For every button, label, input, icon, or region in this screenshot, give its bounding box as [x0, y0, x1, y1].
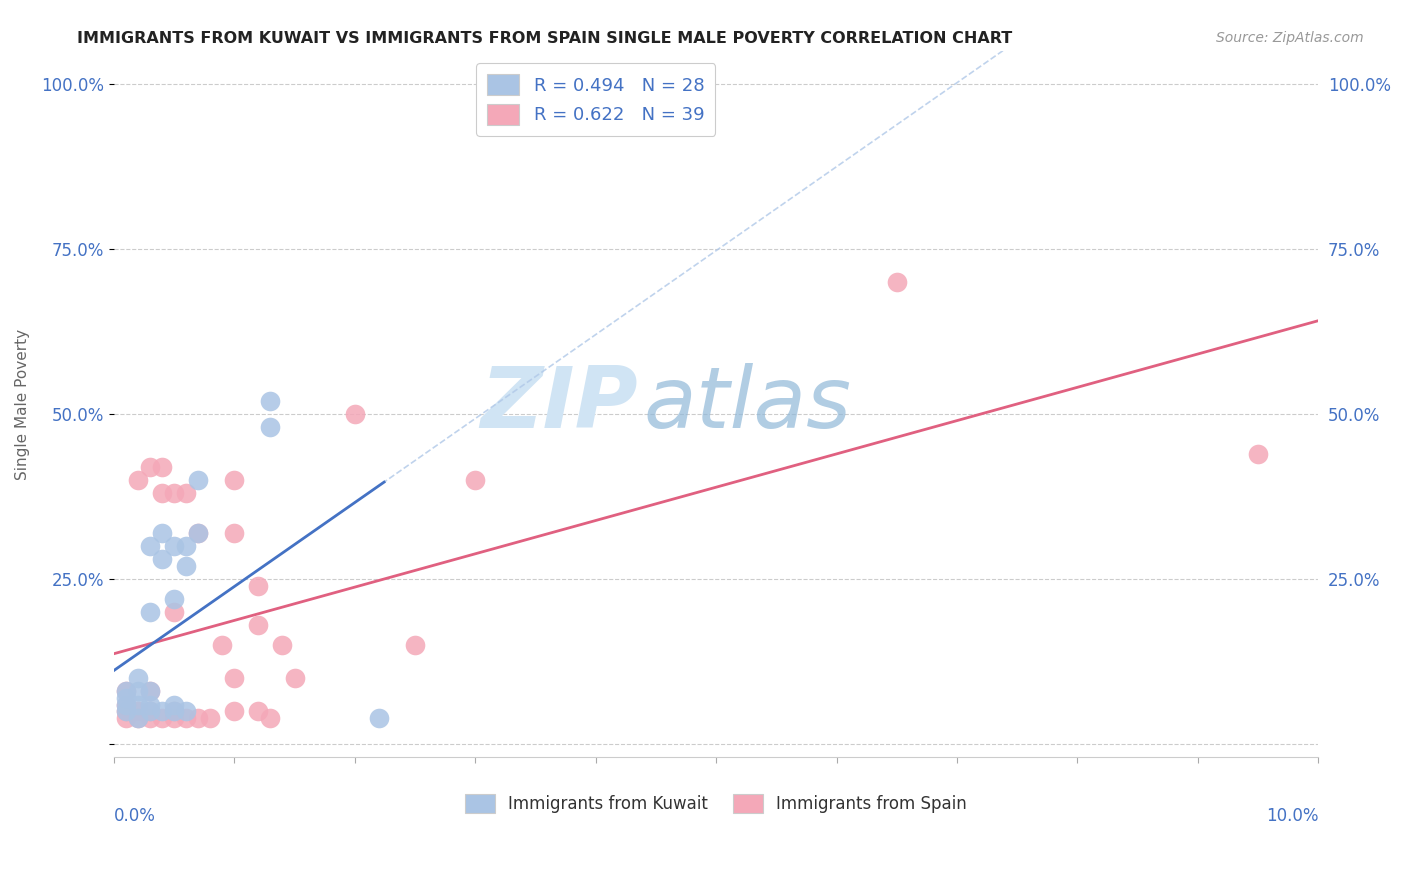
Point: [115, 684, 138, 698]
Point: [163, 486, 186, 500]
Point: [464, 473, 486, 487]
Point: [163, 698, 186, 712]
Point: [139, 459, 162, 474]
Y-axis label: Single Male Poverty: Single Male Poverty: [15, 328, 30, 480]
Point: [127, 671, 149, 685]
Point: [150, 552, 173, 566]
Point: [115, 711, 138, 725]
Text: ZIP: ZIP: [479, 362, 638, 445]
Text: IMMIGRANTS FROM KUWAIT VS IMMIGRANTS FROM SPAIN SINGLE MALE POVERTY CORRELATION : IMMIGRANTS FROM KUWAIT VS IMMIGRANTS FRO…: [77, 31, 1012, 46]
Point: [127, 711, 149, 725]
Point: [174, 704, 197, 718]
Point: [115, 684, 138, 698]
Point: [247, 704, 270, 718]
Point: [163, 704, 186, 718]
Point: [127, 684, 149, 698]
Point: [127, 704, 149, 718]
Point: [163, 704, 186, 718]
Point: [127, 473, 149, 487]
Point: [163, 605, 186, 619]
Point: [150, 704, 173, 718]
Point: [139, 605, 162, 619]
Point: [150, 459, 173, 474]
Point: [163, 591, 186, 606]
Point: [367, 711, 389, 725]
Point: [139, 684, 162, 698]
Text: atlas: atlas: [644, 362, 852, 445]
Point: [139, 698, 162, 712]
Point: [404, 638, 426, 652]
Text: 0.0%: 0.0%: [114, 807, 156, 825]
Point: [163, 539, 186, 553]
Point: [174, 558, 197, 573]
Point: [259, 420, 281, 434]
Point: [283, 671, 305, 685]
Point: [198, 711, 221, 725]
Text: 10.0%: 10.0%: [1265, 807, 1319, 825]
Point: [247, 618, 270, 632]
Point: [187, 525, 209, 540]
Point: [187, 711, 209, 725]
Point: [174, 486, 197, 500]
Point: [115, 704, 138, 718]
Point: [247, 579, 270, 593]
Point: [187, 525, 209, 540]
Point: [139, 539, 162, 553]
Point: [343, 407, 366, 421]
Point: [259, 393, 281, 408]
Point: [150, 486, 173, 500]
Point: [224, 671, 246, 685]
Point: [115, 698, 138, 712]
Point: [115, 698, 138, 712]
Point: [150, 525, 173, 540]
Point: [139, 711, 162, 725]
Point: [187, 473, 209, 487]
Point: [127, 698, 149, 712]
Point: [259, 711, 281, 725]
Point: [271, 638, 294, 652]
Point: [139, 704, 162, 718]
Point: [211, 638, 233, 652]
Point: [150, 711, 173, 725]
Point: [115, 690, 138, 705]
Legend: Immigrants from Kuwait, Immigrants from Spain: Immigrants from Kuwait, Immigrants from …: [458, 787, 974, 820]
Point: [174, 539, 197, 553]
Point: [886, 275, 908, 289]
Point: [224, 704, 246, 718]
Point: [224, 473, 246, 487]
Point: [1247, 446, 1270, 460]
Text: Source: ZipAtlas.com: Source: ZipAtlas.com: [1216, 31, 1364, 45]
Point: [127, 711, 149, 725]
Point: [115, 704, 138, 718]
Point: [139, 684, 162, 698]
Point: [174, 711, 197, 725]
Point: [163, 711, 186, 725]
Point: [224, 525, 246, 540]
Point: [139, 704, 162, 718]
